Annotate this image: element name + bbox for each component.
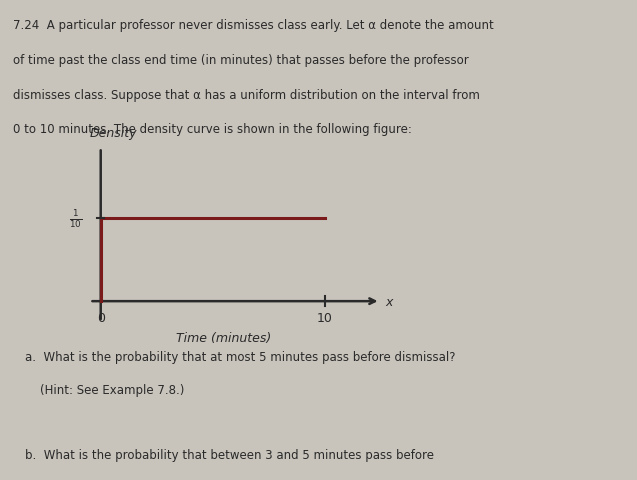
Text: of time past the class end time (in minutes) that passes before the professor: of time past the class end time (in minu… (13, 54, 468, 67)
Text: 7.24  A particular professor never dismisses class early. Let α denote the amoun: 7.24 A particular professor never dismis… (13, 19, 494, 32)
Text: 0 to 10 minutes. The density curve is shown in the following figure:: 0 to 10 minutes. The density curve is sh… (13, 123, 412, 136)
Text: b.  What is the probability that between 3 and 5 minutes pass before: b. What is the probability that between … (25, 448, 434, 461)
Text: $\frac{1}{10}$: $\frac{1}{10}$ (69, 208, 82, 229)
Text: Density: Density (90, 127, 137, 140)
Text: Time (minutes): Time (minutes) (176, 331, 271, 344)
Text: x: x (385, 295, 392, 308)
Text: (Hint: See Example 7.8.): (Hint: See Example 7.8.) (25, 383, 185, 396)
Text: a.  What is the probability that at most 5 minutes pass before dismissal?: a. What is the probability that at most … (25, 350, 456, 363)
Text: dismisses class. Suppose that α has a uniform distribution on the interval from: dismisses class. Suppose that α has a un… (13, 88, 480, 101)
Text: 0: 0 (97, 312, 104, 324)
Text: 10: 10 (317, 312, 333, 324)
